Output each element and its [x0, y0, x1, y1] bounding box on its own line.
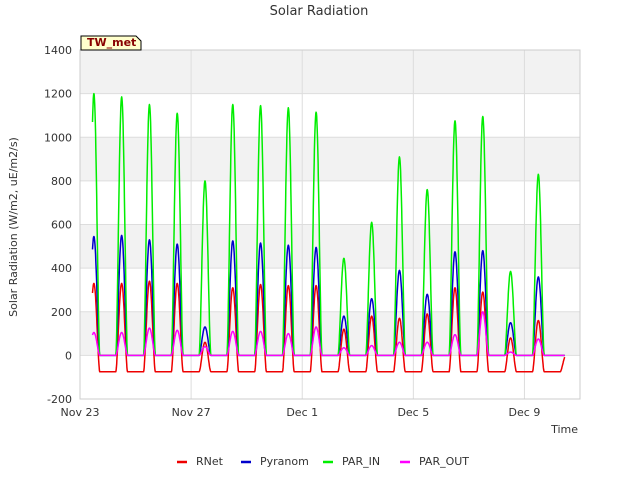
y-tick-label: 800: [51, 175, 72, 188]
y-tick-label: 600: [51, 219, 72, 232]
plot-band: [80, 355, 580, 399]
x-tick-label: Nov 27: [172, 406, 211, 419]
legend-label-rnet: RNet: [196, 455, 224, 468]
legend-label-par_in: PAR_IN: [342, 455, 380, 468]
legend: RNet Pyranom PAR_IN PAR_OUT: [177, 455, 469, 468]
series-line-par_out: [91, 311, 566, 357]
plot-band: [80, 93, 580, 138]
plot-band: [80, 180, 580, 225]
site-label: TW_met: [87, 36, 136, 49]
x-tick-label: Dec 5: [397, 406, 429, 419]
y-tick-label: 200: [51, 306, 72, 319]
y-tick-label: -200: [47, 393, 72, 406]
x-tick-labels: Nov 23 Nov 27 Dec 1 Dec 5 Dec 9: [61, 406, 541, 419]
plot-band: [80, 50, 580, 94]
y-tick-label: 400: [51, 262, 72, 275]
site-label-badge: TW_met: [80, 35, 142, 51]
plot-background: [80, 50, 580, 399]
y-tick-label: 1400: [44, 44, 72, 57]
y-tick-label: 1000: [44, 131, 72, 144]
y-tick-label: 1200: [44, 88, 72, 101]
legend-label-pyranom: Pyranom: [260, 455, 309, 468]
chart-title: Solar Radiation: [270, 4, 369, 19]
series-group: [91, 92, 566, 373]
y-axis-label: Solar Radiation (W/m2, uE/m2/s): [7, 137, 20, 317]
legend-label-par_out: PAR_OUT: [419, 455, 469, 468]
y-tick-label: 0: [65, 349, 72, 362]
plot-band: [80, 268, 580, 312]
plot-frame: [79, 49, 581, 400]
site-label-box: [80, 35, 142, 51]
x-tick-label: Nov 23: [61, 406, 100, 419]
plot-band: [80, 137, 580, 181]
y-tick-labels: -200 0 200 400 600 800 1000 1200 1400: [44, 44, 72, 406]
x-tick-label: Dec 9: [509, 406, 541, 419]
x-axis-label: Time: [550, 423, 578, 436]
x-tick-label: Dec 1: [286, 406, 318, 419]
plot-band: [80, 311, 580, 356]
plot-band: [80, 224, 580, 269]
